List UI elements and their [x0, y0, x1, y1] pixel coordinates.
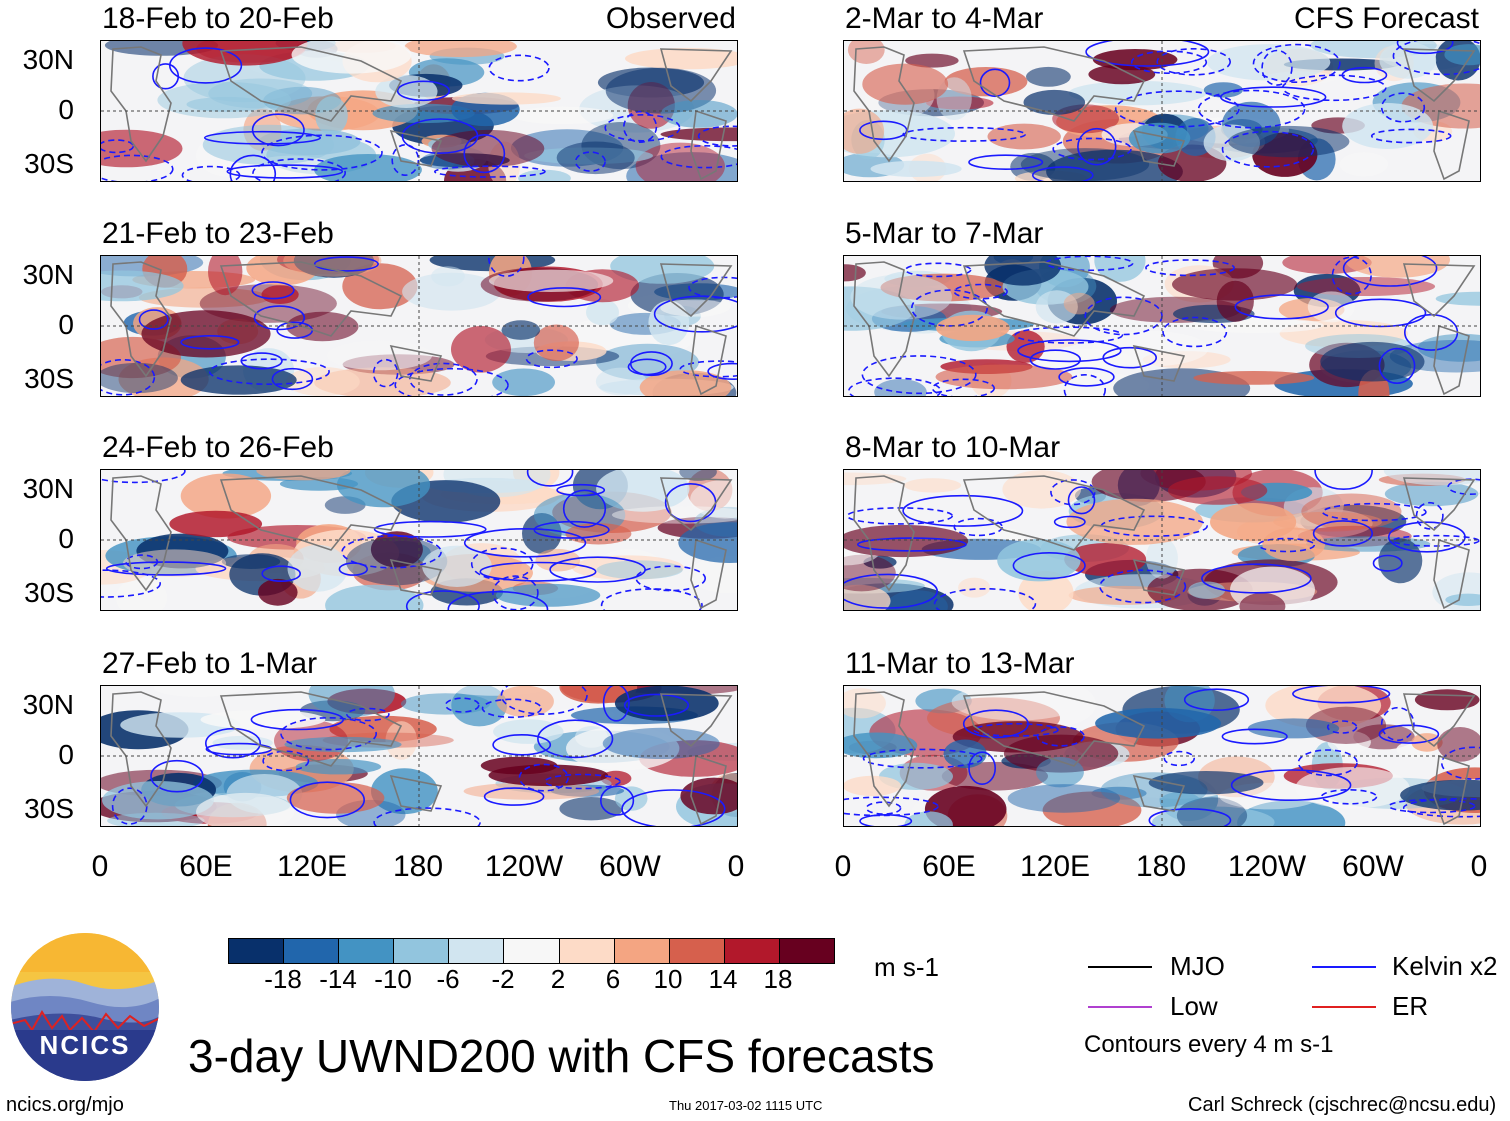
- colorbar-tick-label: 14: [708, 964, 738, 994]
- lat-tick-label: 0: [58, 309, 74, 340]
- colorbar-swatch: [668, 939, 724, 963]
- lon-tick-label: 0: [91, 850, 109, 883]
- legend-kelvin-line: [1312, 966, 1376, 968]
- legend-er-label: ER: [1392, 991, 1429, 1021]
- colorbar-tick-label: -2: [491, 964, 515, 994]
- footer-timestamp: Thu 2017-03-02 1115 UTC: [669, 1098, 823, 1113]
- legend-low-label: Low: [1170, 991, 1218, 1021]
- colorbar-swatch: [229, 939, 284, 963]
- colorbar-tick-label: 6: [605, 964, 621, 994]
- map-heatmap: [843, 685, 1481, 827]
- colorbar-tick-label: -6: [436, 964, 460, 994]
- panel-title: 21-Feb to 23-Feb: [102, 217, 334, 250]
- lon-tick-label: 60E: [922, 850, 976, 883]
- map-heatmap: [100, 255, 738, 397]
- lon-tick-label: 0: [834, 850, 852, 883]
- lat-tick-label: 30S: [24, 577, 74, 608]
- panel-title: 27-Feb to 1-Mar: [102, 647, 318, 680]
- colorbar-tick-label: 2: [550, 964, 566, 994]
- map-heatmap: [843, 40, 1481, 182]
- colorbar: [228, 938, 835, 964]
- lat-tick-label: 0: [58, 94, 74, 125]
- colorbar-tick-label: 10: [653, 964, 683, 994]
- units-label: m s-1: [874, 952, 939, 982]
- observed-label: Observed: [605, 2, 736, 35]
- lon-tick-label: 180: [392, 850, 444, 883]
- panel-title: 2-Mar to 4-Mar: [845, 2, 1044, 35]
- lat-tick-label: 30S: [24, 148, 74, 179]
- lat-tick-label: 30N: [22, 259, 74, 290]
- contour-note: Contours every 4 m s-1: [1084, 1031, 1334, 1058]
- lon-tick-label: 60E: [179, 850, 233, 883]
- panel-title: 8-Mar to 10-Mar: [845, 431, 1061, 464]
- footer-url: ncics.org/mjo: [6, 1094, 124, 1116]
- legend-mjo-line: [1088, 966, 1152, 968]
- colorbar-swatch: [448, 939, 504, 963]
- colorbar-swatch: [613, 939, 669, 963]
- lon-tick-label: 120E: [1019, 850, 1091, 883]
- legend-kelvin-label: Kelvin x2: [1392, 951, 1498, 981]
- map-heatmap: [100, 40, 738, 182]
- colorbar-swatch: [723, 939, 779, 963]
- ncics-logo: NCICS: [10, 932, 160, 1082]
- legend-low-line: [1088, 1006, 1152, 1008]
- logo-text: NCICS: [40, 1030, 131, 1060]
- lon-tick-label: 120W: [484, 850, 564, 883]
- map-heatmap: [843, 469, 1481, 611]
- main-title: 3-day UWND200 with CFS forecasts: [188, 1030, 935, 1082]
- colorbar-swatch: [338, 939, 394, 963]
- lon-tick-label: 60W: [599, 850, 661, 883]
- lat-tick-label: 30N: [22, 473, 74, 504]
- lat-tick-label: 30S: [24, 363, 74, 394]
- lon-tick-label: 60W: [1342, 850, 1404, 883]
- panel-title: 11-Mar to 13-Mar: [845, 647, 1075, 680]
- map-heatmap: [843, 255, 1481, 397]
- map-heatmap: [100, 685, 738, 827]
- legend-mjo-label: MJO: [1170, 951, 1225, 981]
- colorbar-tick-label: -18: [264, 964, 302, 994]
- colorbar-swatch: [283, 939, 339, 963]
- lat-tick-label: 0: [58, 739, 74, 770]
- lat-tick-label: 0: [58, 523, 74, 554]
- colorbar-tick-label: 18: [763, 964, 793, 994]
- lat-tick-label: 30N: [22, 44, 74, 75]
- panel-title: 18-Feb to 20-Feb: [102, 2, 334, 35]
- footer-credit: Carl Schreck (cjschrec@ncsu.edu): [1188, 1094, 1497, 1116]
- panel-title: 24-Feb to 26-Feb: [102, 431, 334, 464]
- colorbar-swatch: [778, 939, 835, 963]
- lon-tick-label: 120E: [276, 850, 348, 883]
- panel-title: 5-Mar to 7-Mar: [845, 217, 1044, 250]
- lat-tick-label: 30N: [22, 689, 74, 720]
- lon-tick-label: 180: [1135, 850, 1187, 883]
- colorbar-tick-label: -10: [374, 964, 412, 994]
- colorbar-swatch: [503, 939, 559, 963]
- lon-tick-label: 0: [727, 850, 745, 883]
- lon-tick-label: 0: [1470, 850, 1488, 883]
- colorbar-swatch: [558, 939, 614, 963]
- lat-tick-label: 30S: [24, 793, 74, 824]
- lon-tick-label: 120W: [1227, 850, 1307, 883]
- colorbar-swatch: [393, 939, 449, 963]
- forecast-label: CFS Forecast: [1293, 2, 1479, 35]
- legend-er-line: [1312, 1006, 1376, 1008]
- colorbar-tick-label: -14: [319, 964, 357, 994]
- map-heatmap: [100, 469, 738, 611]
